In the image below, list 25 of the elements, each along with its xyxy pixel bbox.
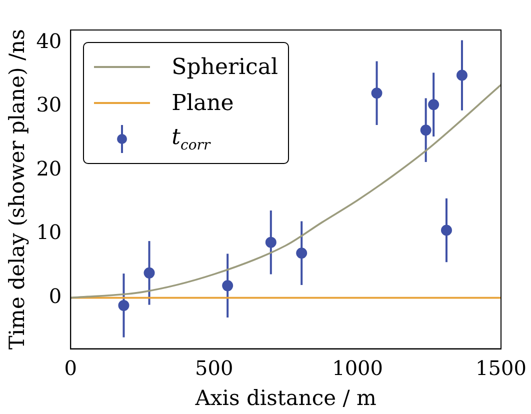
y-tick-label: 20	[36, 156, 62, 180]
point	[428, 99, 440, 110]
x-tick-label: 500	[195, 356, 234, 380]
point	[440, 224, 452, 236]
y-tick-label: 30	[36, 92, 62, 117]
legend-label: t$_{corr}$	[172, 124, 210, 154]
x-axis-title: Axis distance / m	[194, 386, 376, 410]
y-axis-title: Time delay (shower plane) /ns	[5, 29, 30, 350]
point	[265, 236, 276, 248]
legend-label: Spherical	[172, 54, 278, 80]
point	[118, 300, 130, 311]
point	[296, 248, 308, 259]
y-tick-label: 40	[36, 28, 62, 53]
x-tick-label: 1000	[332, 356, 384, 380]
point	[420, 124, 432, 136]
point	[222, 280, 234, 292]
x-tick-label: 0	[64, 356, 78, 380]
point	[456, 70, 468, 81]
point	[371, 88, 382, 99]
legend-label: Plane	[172, 90, 234, 116]
y-tick-label: 0	[48, 284, 62, 308]
x-tick-label: 1500	[476, 356, 526, 380]
y-tick-label: 10	[36, 220, 62, 244]
point	[144, 267, 155, 278]
line-series	[70, 84, 501, 299]
